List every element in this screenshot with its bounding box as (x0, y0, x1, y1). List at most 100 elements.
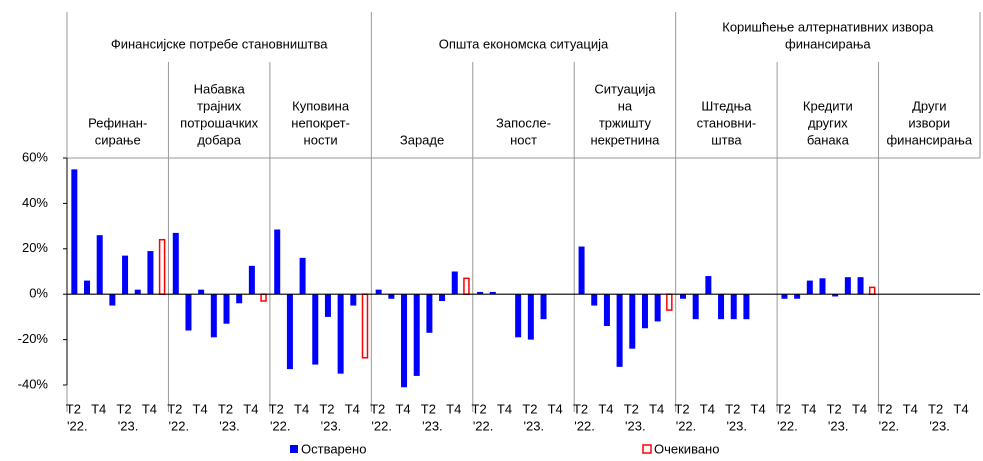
x-tick-label: T4 (548, 401, 563, 416)
bar (413, 294, 420, 376)
bar (388, 294, 395, 299)
group-title: Финансијске потребе становништва (111, 36, 328, 51)
bar (629, 294, 636, 349)
bar (730, 294, 737, 320)
panel-label: Куповина (292, 98, 350, 113)
bar (96, 235, 103, 295)
bar (692, 294, 699, 320)
bar (198, 289, 205, 295)
panel-label: финансирања (886, 132, 972, 147)
bar (236, 294, 243, 304)
panel-label: Зараде (400, 132, 444, 147)
x-tick-label: T4 (395, 401, 410, 416)
y-tick-label: -20% (18, 331, 49, 346)
x-tick-label: T4 (852, 401, 867, 416)
x-tick-label: T4 (903, 401, 918, 416)
x-year-label: '23. (929, 418, 950, 433)
bar (868, 286, 876, 295)
x-tick-label: T4 (801, 401, 816, 416)
panel-label: Рефинан- (88, 115, 147, 130)
bar (794, 294, 801, 299)
bar (603, 294, 610, 326)
x-tick-label: T4 (243, 401, 258, 416)
x-tick-label: T4 (953, 401, 968, 416)
x-tick-label: T2 (827, 401, 842, 416)
bar (527, 294, 534, 340)
panel-label: становни- (697, 115, 757, 130)
bar (680, 294, 687, 299)
x-year-label: '22. (371, 418, 392, 433)
y-tick-label: -40% (18, 376, 49, 391)
bar (654, 294, 661, 322)
panel-label: трајних (197, 98, 242, 113)
panel-label: сирање (95, 132, 141, 147)
x-tick-label: T2 (472, 401, 487, 416)
panel-label: штва (711, 132, 742, 147)
bar (299, 257, 306, 295)
panel-label: на (618, 98, 633, 113)
panel-label: Штедња (701, 98, 752, 113)
x-tick-label: T4 (497, 401, 512, 416)
bar (134, 289, 141, 295)
x-tick-label: T2 (167, 401, 182, 416)
panel-label: ности (304, 132, 338, 147)
bar (578, 246, 585, 295)
x-tick-label: T2 (674, 401, 689, 416)
panel-label: потрошачких (180, 115, 258, 130)
x-tick-label: T2 (928, 401, 943, 416)
x-tick-label: T4 (193, 401, 208, 416)
bar (781, 294, 788, 299)
x-year-label: '22. (777, 418, 798, 433)
group-title: Општа економска ситуација (439, 36, 609, 51)
bar (84, 280, 91, 295)
x-tick-label: T4 (294, 401, 309, 416)
bar (185, 294, 192, 331)
panel-label: Кредити (803, 98, 853, 113)
bar (463, 277, 470, 295)
panel-label: извори (908, 115, 950, 130)
x-year-label: '22. (676, 418, 697, 433)
bar (312, 294, 319, 365)
legend-label: Остварено (301, 441, 366, 456)
bar (147, 251, 154, 295)
x-tick-label: T2 (573, 401, 588, 416)
x-tick-label: T2 (66, 401, 81, 416)
bar (591, 294, 598, 306)
bar (122, 255, 129, 295)
bar (375, 289, 382, 295)
panel-label: других (808, 115, 848, 130)
bar (361, 293, 369, 359)
group-title: Коришћење алтернативних извора (722, 19, 934, 34)
x-tick-label: T4 (598, 401, 613, 416)
x-tick-label: T2 (269, 401, 284, 416)
x-tick-label: T2 (370, 401, 385, 416)
panel-label: тржишту (599, 115, 652, 130)
x-year-label: '23. (726, 418, 747, 433)
group-title: финансирања (785, 36, 871, 51)
bar (109, 294, 116, 306)
x-tick-label: T4 (91, 401, 106, 416)
x-tick-label: T2 (218, 401, 233, 416)
x-tick-label: T2 (522, 401, 537, 416)
x-tick-label: T2 (421, 401, 436, 416)
bar (477, 291, 484, 295)
x-tick-label: T2 (877, 401, 892, 416)
panel-label: некретнина (590, 132, 660, 147)
bar (248, 265, 255, 295)
bar (324, 294, 331, 317)
bar (540, 294, 547, 320)
bar (806, 280, 813, 295)
x-year-label: '22. (67, 418, 88, 433)
bar (71, 169, 78, 295)
bar (350, 294, 357, 306)
x-tick-label: T4 (649, 401, 664, 416)
bar (337, 294, 344, 374)
panel-label: ност (510, 132, 537, 147)
bar (401, 294, 408, 388)
bar (857, 277, 864, 295)
y-tick-label: 40% (22, 195, 48, 210)
x-tick-label: T4 (345, 401, 360, 416)
x-year-label: '23. (828, 418, 849, 433)
y-tick-label: 20% (22, 240, 48, 255)
bar (158, 238, 166, 295)
